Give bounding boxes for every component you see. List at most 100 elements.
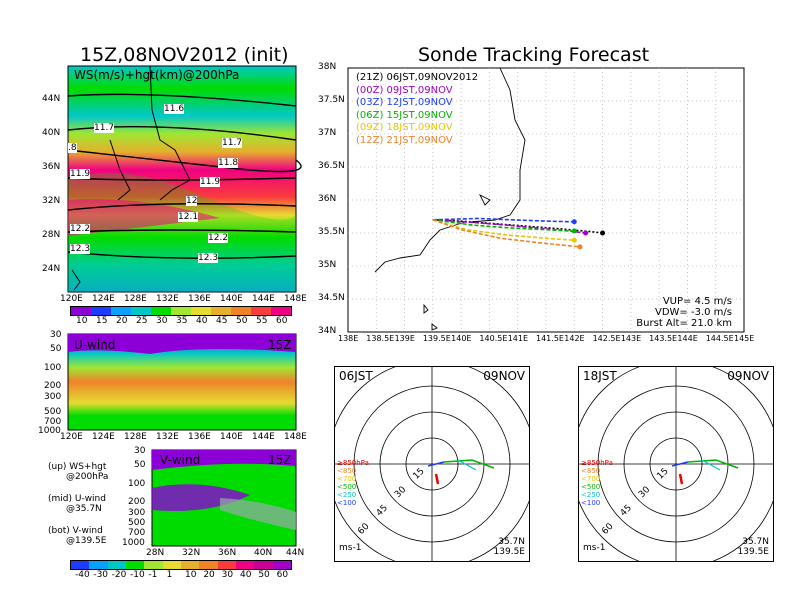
svg-text:45: 45 bbox=[375, 503, 390, 518]
legend-notes: (up) WS+hgt @200hPa (mid) U-wind @35.7N … bbox=[48, 462, 108, 546]
colorbar-swatch bbox=[171, 307, 191, 315]
lon-tick: 128E bbox=[124, 294, 147, 304]
lon-tick: 140E bbox=[220, 294, 243, 304]
lon-tick: 140E bbox=[451, 334, 472, 343]
svg-text:30: 30 bbox=[637, 485, 652, 500]
colorbar-label: -40 bbox=[75, 570, 90, 580]
lon-tick: 140.5E bbox=[479, 334, 508, 343]
colorbar-swatch bbox=[217, 561, 236, 569]
hodo-lon: 139.5E bbox=[737, 547, 769, 557]
lon-tick: 124E bbox=[92, 432, 115, 442]
note-line: (up) WS+hgt bbox=[48, 462, 107, 472]
lat-tick: 44N bbox=[286, 548, 305, 558]
p-tick: 50 bbox=[50, 344, 62, 354]
contour-label: 12.2 bbox=[208, 233, 229, 243]
v-panel-time: 15Z bbox=[268, 453, 292, 467]
p-tick: 30 bbox=[134, 446, 146, 456]
p-tick: 100 bbox=[128, 479, 146, 489]
lon-tick: 132E bbox=[156, 294, 179, 304]
lon-tick: 142E bbox=[564, 334, 585, 343]
lon-tick: 144E bbox=[252, 294, 275, 304]
ws-colorbar bbox=[70, 306, 292, 316]
colorbar-swatch bbox=[71, 307, 91, 315]
colorbar-label: 40 bbox=[240, 570, 252, 580]
hodo-level: <500 bbox=[581, 483, 601, 491]
contour-label: .8 bbox=[68, 143, 77, 153]
lon-tick: 136E bbox=[188, 432, 211, 442]
hodo-level: <250 bbox=[581, 491, 601, 499]
lat-tick: 36.5N bbox=[318, 161, 345, 171]
lon-tick: 143.5E bbox=[649, 334, 678, 343]
lat-tick: 28N bbox=[146, 548, 165, 558]
p-tick: 500 bbox=[128, 518, 146, 528]
contour-label: 11.6 bbox=[164, 104, 185, 114]
colorbar-swatch bbox=[107, 561, 126, 569]
launch-entry: (03Z) 12JST,09NOV bbox=[356, 97, 453, 108]
lon-tick: 148E bbox=[284, 432, 307, 442]
p-tick: 200 bbox=[128, 497, 146, 507]
colorbar-swatch bbox=[151, 307, 171, 315]
lon-tick: 138E bbox=[338, 334, 359, 343]
lon-tick: 136E bbox=[188, 294, 211, 304]
lat-tick: 34N bbox=[318, 326, 337, 336]
lon-tick: 142.5E bbox=[592, 334, 621, 343]
colorbar-swatch bbox=[131, 307, 151, 315]
launch-entry: (12Z) 21JST,09NOV bbox=[356, 134, 453, 146]
note-line: @35.7N bbox=[66, 504, 102, 514]
contour-label: 11.9 bbox=[70, 169, 91, 179]
hodo-level: <700 bbox=[337, 475, 357, 483]
lat-tick: 37.5N bbox=[318, 95, 345, 105]
hodo-date: 09NOV bbox=[727, 369, 769, 383]
v-colorbar bbox=[70, 560, 292, 570]
lon-tick: 148E bbox=[284, 294, 307, 304]
lon-tick: 138.5E bbox=[366, 334, 395, 343]
contour-label: 12.3 bbox=[198, 253, 219, 263]
colorbar-label: 50 bbox=[258, 570, 270, 580]
hodo-level: ≥850hPa bbox=[581, 459, 613, 467]
hodo-level: <100 bbox=[337, 499, 357, 507]
p-tick: 300 bbox=[128, 508, 146, 518]
ws-colorbar-labels: 10 15 20 25 30 35 40 45 50 55 60 bbox=[70, 316, 290, 328]
param-vup: VUP= 4.5 m/s bbox=[662, 296, 732, 307]
right-title: Sonde Tracking Forecast bbox=[418, 44, 650, 66]
colorbar-swatch bbox=[254, 561, 273, 569]
hodo-time: 18JST bbox=[583, 369, 617, 383]
param-burst: Burst Alt= 21.0 km bbox=[636, 318, 732, 329]
p-tick: 300 bbox=[44, 392, 62, 402]
colorbar-label: -20 bbox=[111, 570, 127, 580]
hodo-lat: 35.7N bbox=[742, 537, 769, 547]
lon-tick: 139.5E bbox=[422, 334, 451, 343]
lat-tick: 34.5N bbox=[318, 293, 345, 303]
p-tick: 1000 bbox=[38, 426, 61, 436]
colorbar-swatch bbox=[211, 307, 231, 315]
note-line: @139.5E bbox=[66, 536, 107, 546]
colorbar-label: 1 bbox=[166, 570, 173, 580]
lat-tick: 38N bbox=[318, 62, 337, 72]
launch-entry: (06Z) 15JST,09NOV bbox=[356, 109, 453, 121]
lat-tick: 37N bbox=[318, 128, 337, 138]
hodo-level: <100 bbox=[581, 499, 601, 507]
colorbar-label: 50 bbox=[236, 316, 248, 326]
hodo-lon: 139.5E bbox=[493, 547, 525, 557]
colorbar-label: 20 bbox=[116, 316, 128, 326]
hodo-lat: 35.7N bbox=[498, 537, 525, 547]
launch-entry: (09Z) 18JST,09NOV bbox=[356, 122, 453, 133]
p-tick: 500 bbox=[44, 407, 62, 417]
hodo-level: <250 bbox=[337, 491, 357, 499]
colorbar-label: 40 bbox=[196, 316, 208, 326]
colorbar-label: 20 bbox=[203, 570, 215, 580]
p-tick: 200 bbox=[44, 381, 62, 391]
colorbar-label: -1 bbox=[148, 570, 158, 580]
lon-tick: 145E bbox=[734, 334, 755, 343]
svg-text:60: 60 bbox=[600, 521, 615, 536]
contour-label: 12 bbox=[186, 196, 198, 206]
colorbar-label: -10 bbox=[130, 570, 145, 580]
svg-text:30: 30 bbox=[393, 485, 408, 500]
hodo-level: ≥850hPa bbox=[337, 459, 369, 467]
contour-label: 12.1 bbox=[178, 212, 199, 222]
colorbar-label: 10 bbox=[185, 570, 197, 580]
colorbar-swatch bbox=[71, 561, 90, 569]
p-tick: 1000 bbox=[122, 538, 145, 548]
lon-tick: 120E bbox=[60, 432, 83, 442]
lat-tick: 24N bbox=[42, 264, 61, 274]
